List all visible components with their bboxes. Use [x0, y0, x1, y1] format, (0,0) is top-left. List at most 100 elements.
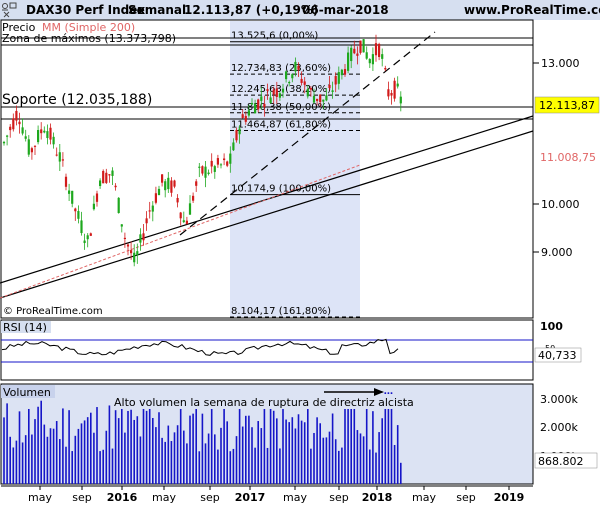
volume-bar	[384, 392, 387, 484]
trendline-lower-1	[0, 115, 534, 284]
volume-bar	[124, 432, 126, 484]
candle-body	[337, 72, 340, 84]
support-resistance-lines	[1, 37, 533, 120]
fib-level-label: 11.464,87 (61,80%)	[231, 120, 331, 131]
time-label: sep	[72, 491, 91, 504]
volume-bar	[179, 404, 182, 484]
candle-body	[2, 141, 6, 144]
time-label: may	[412, 491, 436, 504]
candle-body	[250, 102, 254, 105]
settings-icon[interactable]	[2, 3, 8, 11]
volume-bar	[254, 447, 256, 484]
volume-bar	[288, 422, 290, 484]
candle-body	[117, 197, 120, 214]
volume-bar	[359, 433, 362, 484]
candle-body	[9, 126, 12, 131]
volume-bar	[52, 428, 55, 484]
volume-bar	[145, 410, 148, 484]
time-label: sep	[200, 491, 219, 504]
rsi-title: RSI (14)	[3, 321, 47, 334]
volume-bar	[183, 430, 185, 484]
candle-body	[74, 208, 77, 212]
candle-body	[381, 54, 384, 59]
candle-body	[151, 205, 154, 212]
volume-bar	[245, 415, 247, 484]
volume-bar	[74, 435, 77, 484]
volume-bar	[176, 425, 179, 484]
candle-body	[64, 176, 68, 187]
candle-body	[340, 69, 343, 76]
volume-bar	[55, 421, 58, 484]
volume-bar	[347, 402, 349, 484]
timeframe-label[interactable]: Semanal	[128, 3, 186, 17]
candle-body	[319, 94, 322, 103]
volume-bar	[24, 435, 27, 484]
volume-bar	[28, 408, 30, 484]
volume-bar	[9, 436, 11, 484]
volume-bar	[164, 441, 166, 484]
volume-bar	[204, 443, 207, 484]
candle-body	[254, 104, 257, 114]
volume-bar	[90, 412, 92, 484]
volume-tick-3000k: 3.000k	[540, 393, 578, 406]
volume-bar	[248, 415, 250, 484]
volume-bar	[319, 423, 321, 484]
volume-bar	[282, 406, 284, 484]
candle-body	[24, 136, 27, 139]
candle-body	[92, 203, 95, 210]
candle-body	[130, 250, 133, 254]
candlesticks	[2, 34, 402, 267]
volume-tick-2000k: 2.000k	[540, 421, 578, 434]
volume-bar	[102, 449, 104, 484]
candle-body	[257, 99, 260, 110]
volume-bar	[307, 401, 309, 484]
arrow-right-icon	[324, 388, 384, 396]
volume-bar	[68, 410, 70, 484]
candle-body	[83, 240, 86, 244]
candle-body	[173, 180, 176, 187]
candle-body	[27, 139, 30, 155]
candle-body	[133, 252, 136, 263]
volume-bar	[300, 420, 303, 484]
volume-value-box	[534, 452, 598, 469]
candle-body	[235, 130, 238, 141]
volume-bar	[40, 400, 42, 484]
volume-bar	[279, 448, 281, 484]
candle-body	[80, 220, 83, 234]
candle-body	[161, 174, 164, 183]
rsi-value-label: 40,733	[538, 349, 577, 362]
rsi-value-box	[534, 347, 582, 363]
volume-bar	[71, 451, 73, 484]
volume-bar	[276, 418, 278, 484]
volume-bar	[186, 443, 188, 484]
time-label: 2018	[362, 491, 393, 504]
fib-level-label: 8.104,17 (161,80%)	[231, 306, 331, 317]
candle-body	[247, 110, 250, 116]
volume-bar	[372, 411, 374, 484]
candle-body	[148, 210, 151, 212]
volume-bar	[6, 403, 8, 484]
time-label: sep	[456, 491, 475, 504]
close-icon[interactable]	[3, 11, 10, 18]
candle-body	[281, 88, 285, 93]
candle-body	[61, 159, 64, 161]
candle-body	[123, 237, 126, 240]
candle-body	[359, 40, 362, 53]
trendline-dashed	[179, 31, 436, 236]
candle-body	[294, 61, 297, 72]
minimize-icon[interactable]	[9, 2, 17, 9]
candle-body	[139, 234, 142, 243]
candle-body	[309, 88, 312, 90]
volume-bar	[393, 444, 396, 484]
fib-level-label: 13.525,6 (0,00%)	[231, 31, 318, 42]
volume-title-bg	[1, 385, 55, 398]
volume-bar	[86, 417, 89, 484]
candle-body	[49, 127, 52, 140]
volume-bar	[127, 410, 129, 484]
candle-body	[356, 53, 359, 56]
volume-bar	[235, 436, 238, 484]
candle-body	[58, 152, 61, 162]
candle-body	[111, 170, 114, 176]
moving-average-line	[0, 164, 361, 299]
